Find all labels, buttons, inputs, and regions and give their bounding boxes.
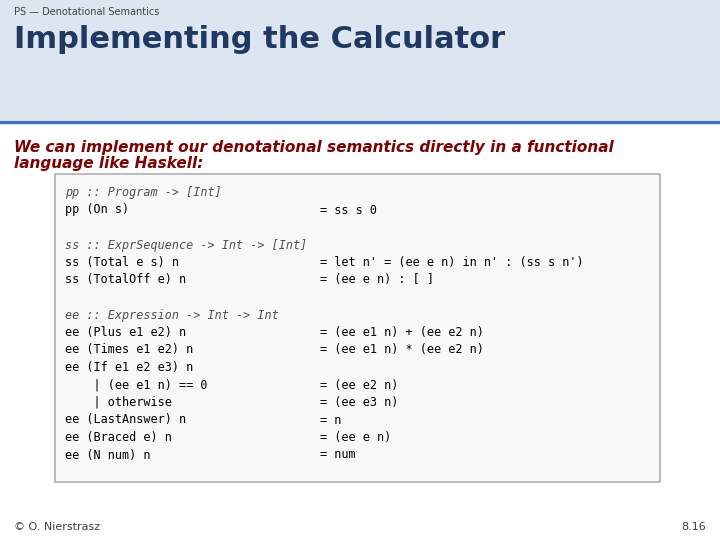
Text: = ss s 0: = ss s 0 <box>320 204 377 217</box>
Text: ee (N num) n: ee (N num) n <box>65 449 150 462</box>
Text: ee (Braced e) n: ee (Braced e) n <box>65 431 172 444</box>
Text: = (ee e n) : [ ]: = (ee e n) : [ ] <box>320 273 434 287</box>
Text: ss (TotalOff e) n: ss (TotalOff e) n <box>65 273 186 287</box>
Text: ee (Plus e1 e2) n: ee (Plus e1 e2) n <box>65 326 186 339</box>
Text: = let n' = (ee e n) in n' : (ss s n'): = let n' = (ee e n) in n' : (ss s n') <box>320 256 584 269</box>
Text: = (ee e3 n): = (ee e3 n) <box>320 396 398 409</box>
Text: | (ee e1 n) == 0: | (ee e1 n) == 0 <box>65 379 207 392</box>
Text: We can implement our denotational semantics directly in a functional: We can implement our denotational semant… <box>14 140 613 155</box>
Text: ee :: Expression -> Int -> Int: ee :: Expression -> Int -> Int <box>65 308 279 321</box>
Text: = (ee e2 n): = (ee e2 n) <box>320 379 398 392</box>
Bar <box>0 0 720 120</box>
Text: 8.16: 8.16 <box>681 522 706 532</box>
Text: = (ee e1 n) + (ee e2 n): = (ee e1 n) + (ee e2 n) <box>320 326 484 339</box>
Text: ee (LastAnswer) n: ee (LastAnswer) n <box>65 414 186 427</box>
Text: = (ee e1 n) * (ee e2 n): = (ee e1 n) * (ee e2 n) <box>320 343 484 356</box>
Text: pp :: Program -> [Int]: pp :: Program -> [Int] <box>65 186 222 199</box>
Text: ee (Times e1 e2) n: ee (Times e1 e2) n <box>65 343 193 356</box>
Text: PS — Denotational Semantics: PS — Denotational Semantics <box>14 7 159 17</box>
Bar <box>0 120 720 540</box>
Text: ss :: ExprSequence -> Int -> [Int]: ss :: ExprSequence -> Int -> [Int] <box>65 239 307 252</box>
Text: Implementing the Calculator: Implementing the Calculator <box>14 25 505 54</box>
Text: language like Haskell:: language like Haskell: <box>14 156 203 171</box>
Text: = n: = n <box>320 414 341 427</box>
Text: ee (If e1 e2 e3) n: ee (If e1 e2 e3) n <box>65 361 193 374</box>
Text: ss (Total e s) n: ss (Total e s) n <box>65 256 179 269</box>
FancyBboxPatch shape <box>55 174 660 482</box>
Text: = num: = num <box>320 449 356 462</box>
Text: © O. Nierstrasz: © O. Nierstrasz <box>14 522 100 532</box>
Text: | otherwise: | otherwise <box>65 396 172 409</box>
Text: = (ee e n): = (ee e n) <box>320 431 391 444</box>
Text: pp (On s): pp (On s) <box>65 204 129 217</box>
